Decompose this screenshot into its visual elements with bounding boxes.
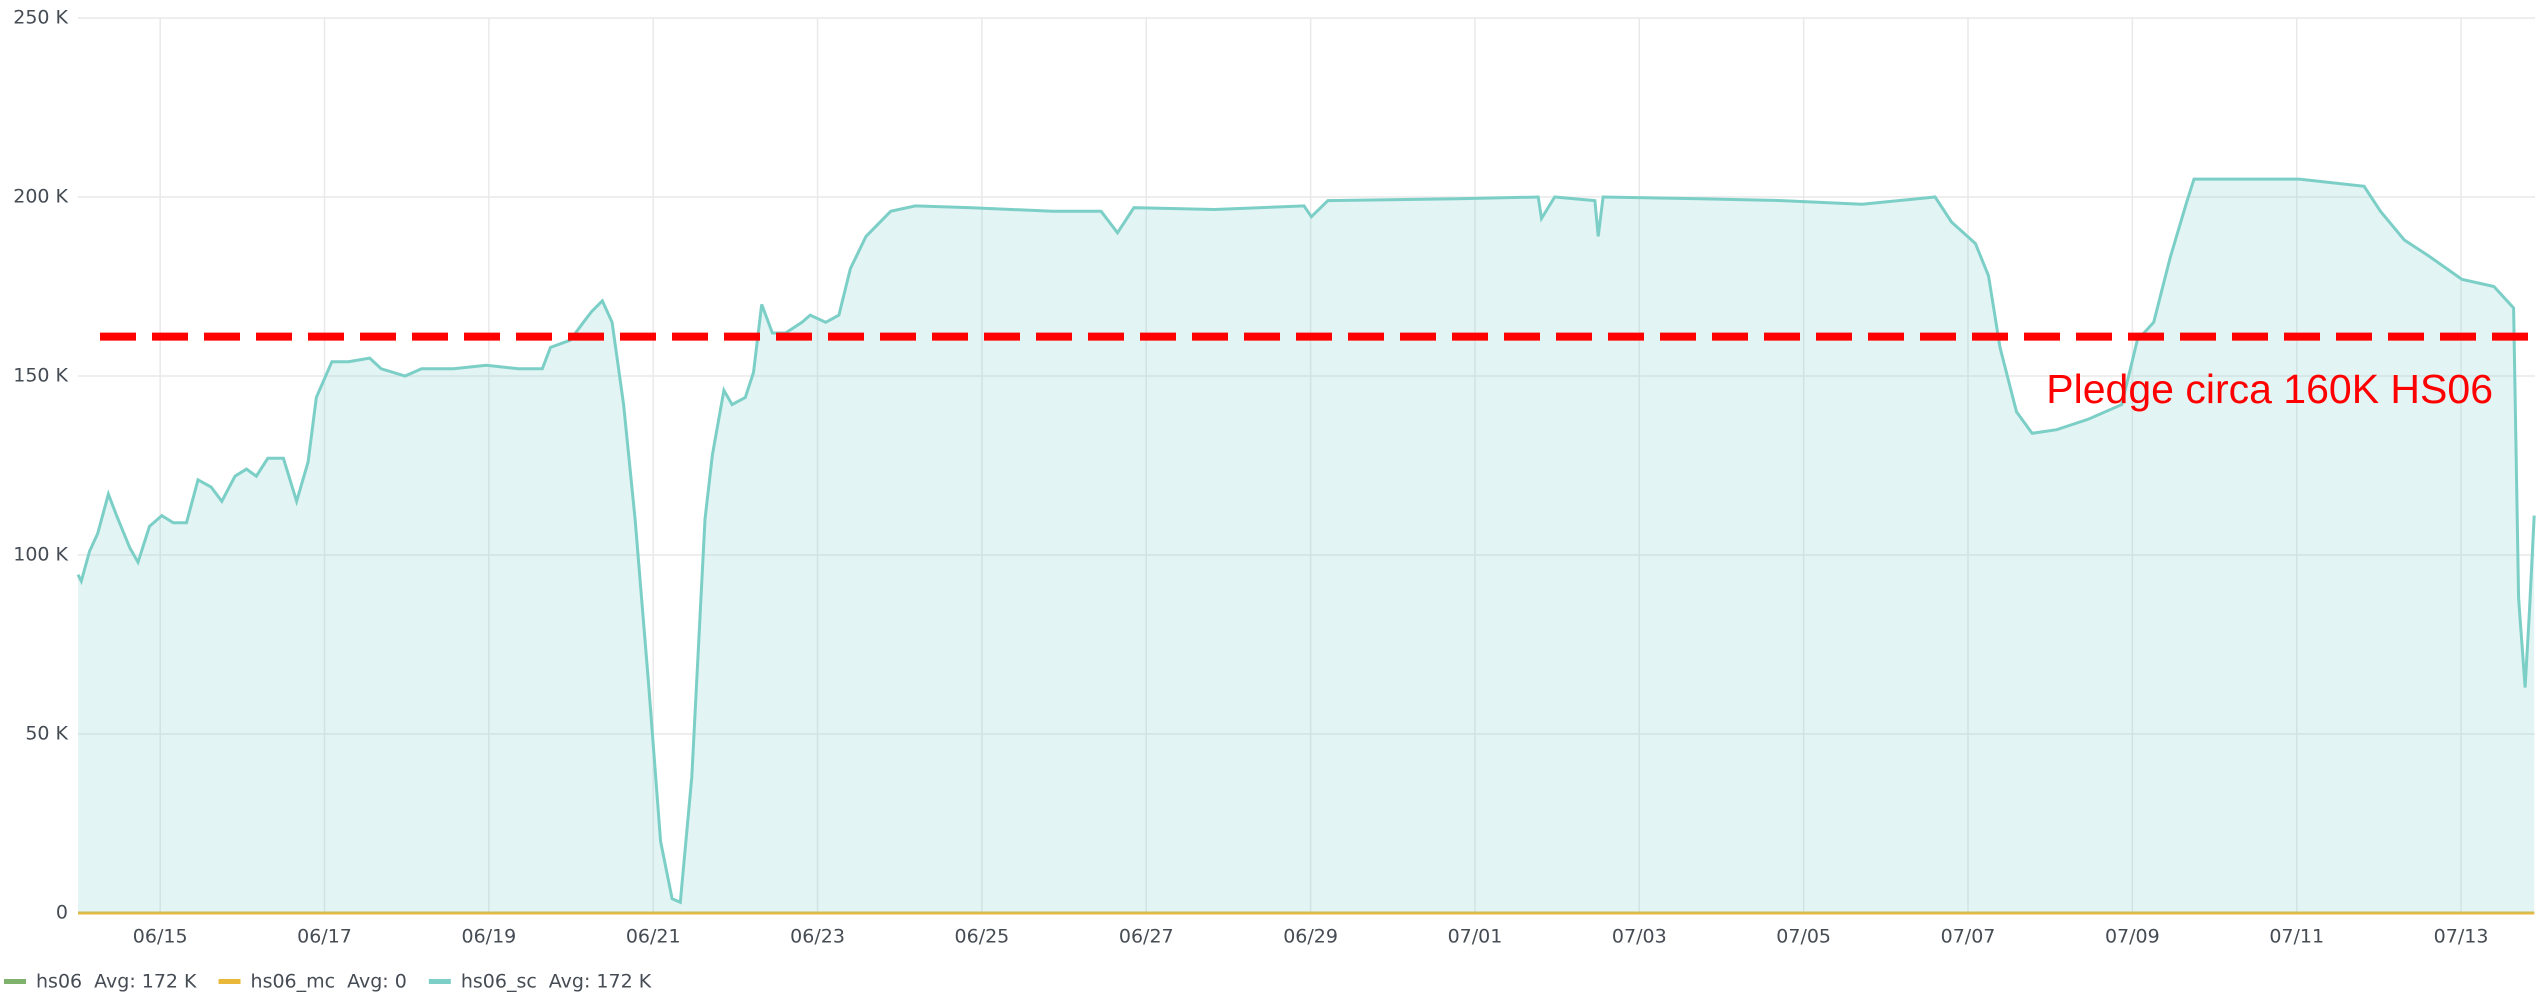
x-tick-label: 06/17 xyxy=(297,926,352,948)
x-tick-label: 06/29 xyxy=(1283,926,1338,948)
x-tick-label: 07/11 xyxy=(2269,926,2324,948)
x-tick-label: 06/15 xyxy=(133,926,188,948)
pledge-label: Pledge circa 160K HS06 xyxy=(2046,366,2493,412)
y-tick-label: 100 K xyxy=(13,544,68,566)
series-line xyxy=(76,177,2536,905)
legend-name: hs06_sc xyxy=(461,971,537,993)
x-tick-label: 06/21 xyxy=(626,926,681,948)
x-tick-label: 07/01 xyxy=(1448,926,1503,948)
legend-swatch xyxy=(4,979,26,984)
x-tick-label: 06/27 xyxy=(1119,926,1174,948)
x-tick-label: 07/09 xyxy=(2105,926,2160,948)
y-tick-label: 200 K xyxy=(13,186,68,208)
y-tick-label: 0 xyxy=(56,902,68,924)
y-tick-label: 250 K xyxy=(13,7,68,29)
x-tick-label: 07/13 xyxy=(2434,926,2489,948)
x-tick-label: 06/23 xyxy=(790,926,845,948)
x-tick-label: 07/03 xyxy=(1612,926,1667,948)
area xyxy=(78,179,2535,914)
legend-avg: Avg: 0 xyxy=(347,971,407,993)
legend-swatch xyxy=(218,979,241,984)
x-tick-label: 06/19 xyxy=(461,926,516,948)
legend-avg: Avg: 172 K xyxy=(549,971,652,993)
legend-avg: Avg: 172 K xyxy=(94,971,197,993)
y-tick-label: 150 K xyxy=(13,365,68,387)
x-tick-label: 07/05 xyxy=(1776,926,1831,948)
x-tick-label: 06/25 xyxy=(955,926,1010,948)
legend-name: hs06_mc xyxy=(251,971,336,993)
y-tick-label: 50 K xyxy=(25,723,68,745)
legend-swatch xyxy=(428,979,451,984)
x-tick-label: 07/07 xyxy=(1941,926,1996,948)
legend-name: hs06 xyxy=(36,971,82,993)
